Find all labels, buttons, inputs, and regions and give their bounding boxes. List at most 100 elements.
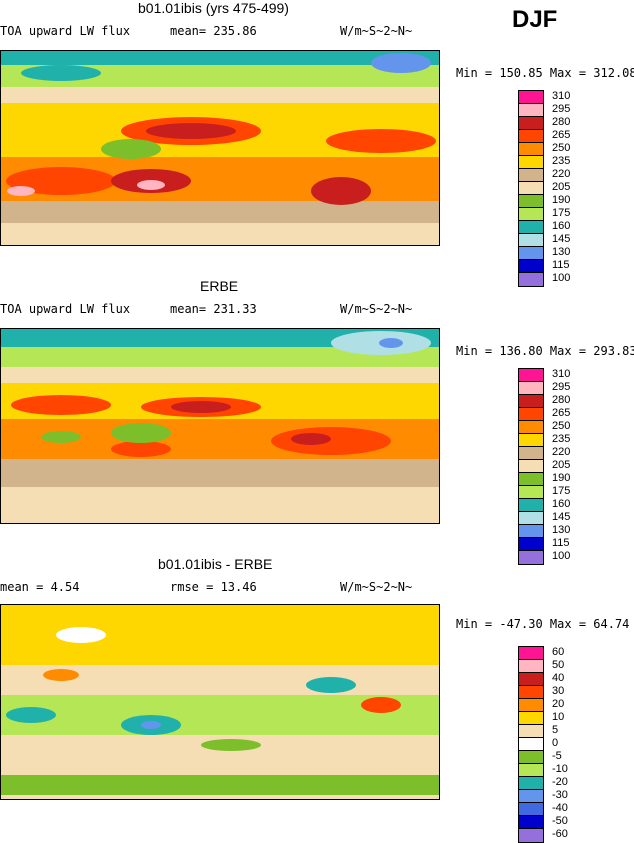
panel2-title: ERBE: [200, 278, 239, 294]
panel2-minmax-label: Min = 136.80 Max = 293.83: [456, 344, 634, 358]
panel1-level-label: 160: [552, 220, 571, 232]
panel3-swatch: [519, 738, 543, 751]
panel1-mean-label: mean= 235.86: [170, 24, 257, 38]
panel1-swatch: [519, 208, 543, 221]
panel3-minmax-label: Min = -47.30 Max = 64.74: [456, 617, 630, 631]
panel1-level-label: 190: [552, 194, 571, 206]
panel2-swatch: [519, 525, 543, 538]
panel3-mean-label: mean = 4.54: [0, 580, 80, 594]
panel3-level-label: 50: [552, 659, 565, 671]
panel3-level-label: -40: [552, 802, 568, 814]
panel2-mean-label: mean= 231.33: [170, 302, 257, 316]
panel3-level-label: 20: [552, 698, 565, 710]
panel3-units-label: W/m~S~2~N~: [340, 580, 413, 594]
panel2-swatch: [519, 408, 543, 421]
panel2-level-label: 175: [552, 485, 571, 497]
panel3-swatch: [519, 803, 543, 816]
panel3-swatch: [519, 686, 543, 699]
panel3-swatch: [519, 647, 543, 660]
panel2-swatch: [519, 473, 543, 486]
panel1-swatch: [519, 117, 543, 130]
panel3-swatch: [519, 673, 543, 686]
panel3-swatch: [519, 777, 543, 790]
panel3-swatch: [519, 751, 543, 764]
panel3-colorbar-labels: 60 50 40 30 20 10 5 0 -5 -10 -20 -30 -40 -50 -60: [552, 646, 568, 841]
panel2-swatch: [519, 551, 543, 564]
panel3-level-label: -50: [552, 815, 568, 827]
panel1-swatch: [519, 104, 543, 117]
panel1-level-label: 115: [552, 259, 570, 271]
panel2-level-label: 310: [552, 368, 571, 380]
panel2-swatch: [519, 382, 543, 395]
panel2-level-label: 100: [552, 550, 571, 562]
panel1-level-label: 310: [552, 90, 571, 102]
panel1-level-label: 130: [552, 246, 571, 258]
panel3-level-label: 30: [552, 685, 565, 697]
panel3-colorbar: [518, 646, 544, 843]
panel3-swatch: [519, 764, 543, 777]
panel1-swatch: [519, 169, 543, 182]
panel1-level-label: 205: [552, 181, 571, 193]
panel2-level-label: 295: [552, 381, 571, 393]
panel2-swatch: [519, 421, 543, 434]
panel1-title: b01.01ibis (yrs 475-499): [138, 0, 289, 16]
season-label: DJF: [512, 6, 558, 33]
panel1-minmax-label: Min = 150.85 Max = 312.08: [456, 66, 634, 80]
panel2-map: [0, 328, 440, 524]
panel3-level-label: -20: [552, 776, 568, 788]
panel2-colorbar-labels: 310 295 280 265 250 235 220 205 190 175 160 145 130 1…: [552, 368, 570, 563]
panel2-swatch: [519, 447, 543, 460]
panel2-swatch: [519, 434, 543, 447]
panel2-swatch: [519, 395, 543, 408]
panel3-map: [0, 604, 440, 800]
panel2-variable-label: TOA upward LW flux: [0, 302, 131, 316]
panel1-level-label: 235: [552, 155, 571, 167]
panel1-level-label: 220: [552, 168, 571, 180]
panel1-map: [0, 50, 440, 246]
panel2-level-label: 235: [552, 433, 571, 445]
panel3-level-label: -30: [552, 789, 568, 801]
panel1-swatch: [519, 156, 543, 169]
panel2-swatch: [519, 512, 543, 525]
panel3-rmse-label: rmse = 13.46: [170, 580, 257, 594]
panel3-title: b01.01ibis - ERBE: [158, 556, 273, 572]
panel1-swatch: [519, 221, 543, 234]
panel3-swatch: [519, 725, 543, 738]
panel2-swatch: [519, 460, 543, 473]
panel1-swatch: [519, 195, 543, 208]
panel1-colorbar-labels: 310 295 280 265 250 235 220 205 190 175 160 145 130 1…: [552, 90, 570, 285]
panel1-variable-label: TOA upward LW flux: [0, 24, 131, 38]
panel1-swatch: [519, 130, 543, 143]
panel1-swatch: [519, 247, 543, 260]
panel3-swatch: [519, 712, 543, 725]
panel1-swatch: [519, 260, 543, 273]
panel1-colorbar: [518, 90, 544, 287]
panel2-swatch: [519, 486, 543, 499]
panel1-units-label: W/m~S~2~N~: [340, 24, 413, 38]
panel3-swatch: [519, 829, 543, 842]
panel1-level-label: 175: [552, 207, 571, 219]
panel2-swatch: [519, 369, 543, 382]
panel2-swatch: [519, 538, 543, 551]
panel1-level-label: 280: [552, 116, 571, 128]
panel3-level-label: 0: [552, 737, 559, 749]
panel2-colorbar: [518, 368, 544, 565]
panel3-level-label: -10: [552, 763, 568, 775]
panel1-level-label: 100: [552, 272, 571, 284]
panel2-level-label: 115: [552, 537, 570, 549]
panel3-level-label: -5: [552, 750, 562, 762]
panel2-level-label: 145: [552, 511, 571, 523]
panel3-swatch: [519, 790, 543, 803]
panel3-level-label: 60: [552, 646, 565, 658]
panel2-level-label: 160: [552, 498, 571, 510]
panel1-swatch: [519, 182, 543, 195]
panel2-level-label: 280: [552, 394, 571, 406]
panel1-level-label: 250: [552, 142, 571, 154]
panel2-level-label: 220: [552, 446, 571, 458]
panel1-level-label: 265: [552, 129, 571, 141]
panel1-level-label: 295: [552, 103, 571, 115]
panel3-level-label: -60: [552, 828, 568, 840]
panel1-swatch: [519, 273, 543, 286]
panel1-swatch: [519, 91, 543, 104]
panel3-level-label: 5: [552, 724, 559, 736]
